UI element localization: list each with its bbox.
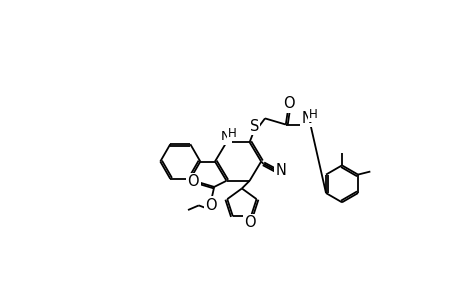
Text: N: N — [275, 163, 286, 178]
Text: H: H — [228, 127, 236, 140]
Text: O: O — [282, 96, 294, 111]
Text: H: H — [308, 108, 317, 121]
Text: O: O — [244, 215, 256, 230]
Text: N: N — [220, 130, 230, 143]
Text: S: S — [249, 118, 258, 134]
Text: N: N — [301, 111, 311, 126]
Text: O: O — [187, 174, 199, 189]
Text: O: O — [205, 198, 217, 213]
